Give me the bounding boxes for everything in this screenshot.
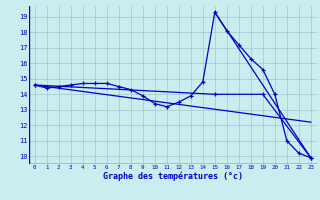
X-axis label: Graphe des températures (°c): Graphe des températures (°c): [103, 171, 243, 181]
